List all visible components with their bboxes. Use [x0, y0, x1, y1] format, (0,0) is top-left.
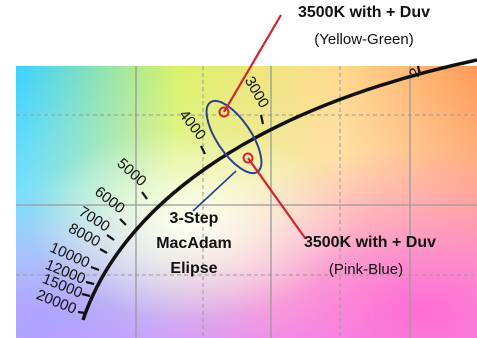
grid-lines — [16, 66, 477, 338]
locus-tick-marks — [77, 65, 422, 315]
callout-bottom-subtitle: (Pink-Blue) — [329, 261, 403, 278]
callout-bottom-title: 3500K with + Duv — [304, 234, 436, 251]
point-yellow-green — [218, 106, 230, 118]
ellipse-label-line3: Elipse — [170, 260, 217, 277]
callout-line-top — [223, 14, 282, 113]
callout-top-title: 3500K with + Duv — [298, 4, 430, 21]
callout-top-subtitle: (Yellow-Green) — [314, 31, 414, 48]
locus-tick-labels: 20000 15000 12000 10000 8000 7000 6000 5… — [34, 66, 425, 318]
ellipse-callout-line — [192, 170, 237, 212]
ellipse-label-line1: 3-Step — [170, 210, 219, 227]
color-field — [16, 66, 477, 338]
callout-lines — [223, 14, 306, 239]
ellipse-label-line2: MacAdam — [156, 235, 232, 252]
planckian-locus — [81, 58, 477, 321]
point-pink-blue — [242, 152, 254, 164]
callout-line-bottom — [247, 157, 306, 239]
